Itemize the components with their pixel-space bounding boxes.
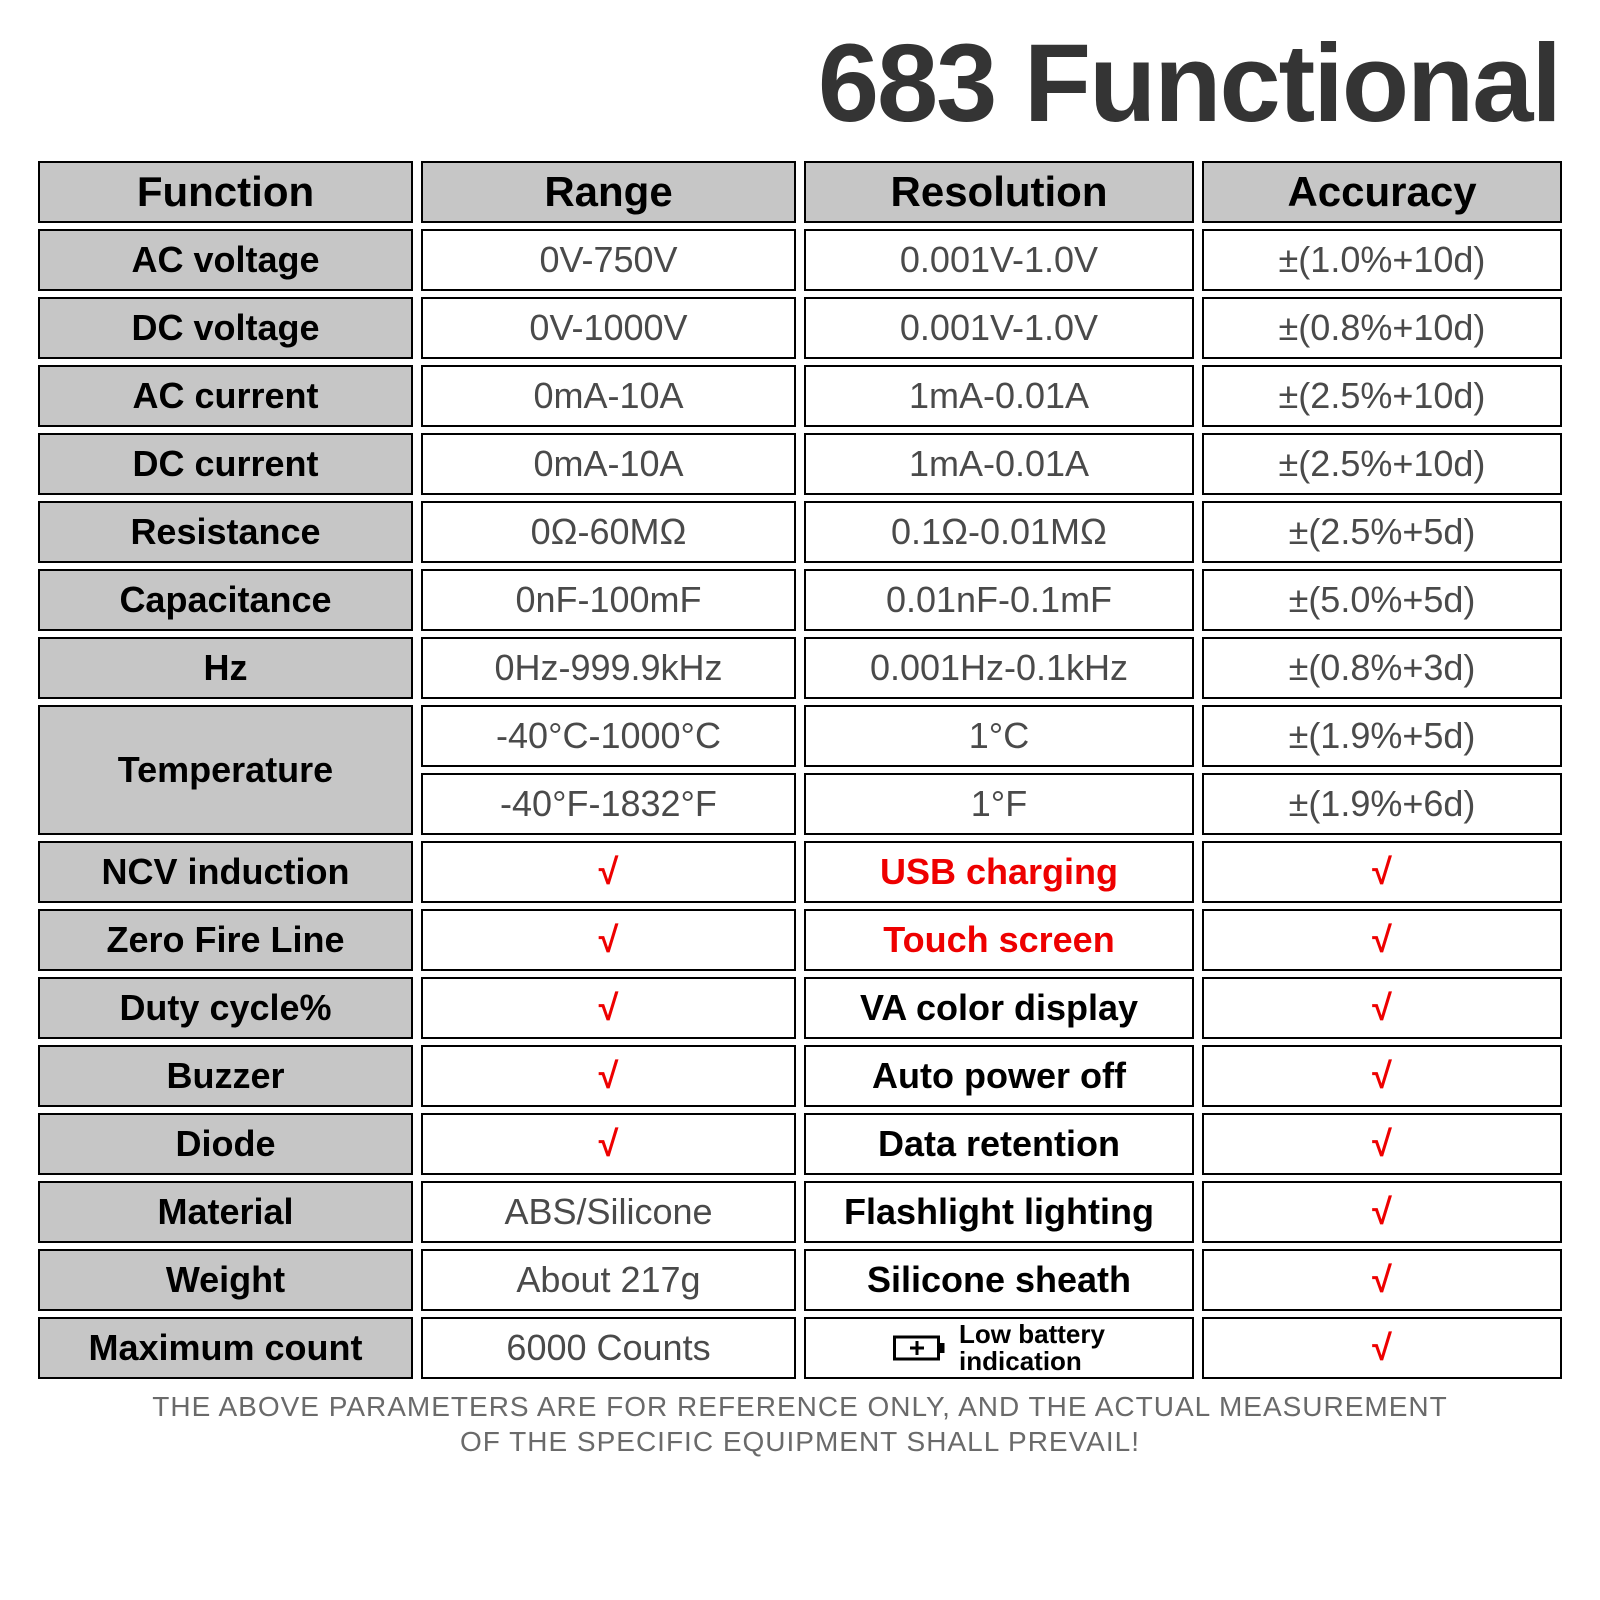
- feature-col4: √: [1202, 1113, 1562, 1175]
- feature-col3: Silicone sheath: [804, 1249, 1194, 1311]
- col-header-resolution: Resolution: [804, 161, 1194, 223]
- feature-label: NCV induction: [38, 841, 413, 903]
- table-row: Temperature-40°C-1000°C1°C±(1.9%+5d): [38, 705, 1562, 767]
- feature-col4: √: [1202, 1249, 1562, 1311]
- spec-accuracy: ±(2.5%+5d): [1202, 501, 1562, 563]
- spec-range: 0mA-10A: [421, 365, 796, 427]
- spec-label: Capacitance: [38, 569, 413, 631]
- table-row: MaterialABS/SiliconeFlashlight lighting√: [38, 1181, 1562, 1243]
- footer-note: THE ABOVE PARAMETERS ARE FOR REFERENCE O…: [30, 1389, 1570, 1459]
- spec-accuracy: ±(2.5%+10d): [1202, 365, 1562, 427]
- table-row: WeightAbout 217gSilicone sheath√: [38, 1249, 1562, 1311]
- spec-label: Hz: [38, 637, 413, 699]
- spec-accuracy: ±(5.0%+5d): [1202, 569, 1562, 631]
- spec-label-temperature: Temperature: [38, 705, 413, 835]
- feature-col4: √: [1202, 841, 1562, 903]
- feature-col4: √: [1202, 1045, 1562, 1107]
- feature-col4: √: [1202, 909, 1562, 971]
- feature-col3: Touch screen: [804, 909, 1194, 971]
- spec-accuracy: ±(0.8%+3d): [1202, 637, 1562, 699]
- feature-col2: √: [421, 841, 796, 903]
- spec-range: 0Ω-60MΩ: [421, 501, 796, 563]
- spec-label: AC voltage: [38, 229, 413, 291]
- feature-label: Diode: [38, 1113, 413, 1175]
- spec-resolution: 0.1Ω-0.01MΩ: [804, 501, 1194, 563]
- feature-label: Weight: [38, 1249, 413, 1311]
- table-row: Zero Fire Line√Touch screen√: [38, 909, 1562, 971]
- feature-label: Duty cycle%: [38, 977, 413, 1039]
- table-row: Hz0Hz-999.9kHz0.001Hz-0.1kHz±(0.8%+3d): [38, 637, 1562, 699]
- feature-label: Material: [38, 1181, 413, 1243]
- table-row: Duty cycle%√VA color display√: [38, 977, 1562, 1039]
- feature-low-battery: Low batteryindication: [804, 1317, 1194, 1379]
- feature-col3: USB charging: [804, 841, 1194, 903]
- feature-col3: VA color display: [804, 977, 1194, 1039]
- spec-label: Resistance: [38, 501, 413, 563]
- feature-col2: About 217g: [421, 1249, 796, 1311]
- page-title: 683 Functional: [30, 20, 1570, 147]
- feature-col3: Data retention: [804, 1113, 1194, 1175]
- table-row: Maximum count6000 Counts Low batteryindic…: [38, 1317, 1562, 1379]
- table-row: AC voltage0V-750V0.001V-1.0V±(1.0%+10d): [38, 229, 1562, 291]
- table-row: Capacitance0nF-100mF0.01nF-0.1mF±(5.0%+5…: [38, 569, 1562, 631]
- table-row: Diode√Data retention√: [38, 1113, 1562, 1175]
- footer-line-1: THE ABOVE PARAMETERS ARE FOR REFERENCE O…: [152, 1391, 1447, 1422]
- spec-resolution: 1mA-0.01A: [804, 433, 1194, 495]
- spec-resolution: 0.001V-1.0V: [804, 229, 1194, 291]
- feature-col4: √: [1202, 1317, 1562, 1379]
- spec-range: 0Hz-999.9kHz: [421, 637, 796, 699]
- spec-resolution: 1mA-0.01A: [804, 365, 1194, 427]
- spec-label: DC current: [38, 433, 413, 495]
- spec-range: 0mA-10A: [421, 433, 796, 495]
- spec-resolution: 1°C: [804, 705, 1194, 767]
- spec-resolution: 0.001V-1.0V: [804, 297, 1194, 359]
- table-row: DC voltage0V-1000V0.001V-1.0V±(0.8%+10d): [38, 297, 1562, 359]
- feature-col2: 6000 Counts: [421, 1317, 796, 1379]
- col-header-range: Range: [421, 161, 796, 223]
- spec-accuracy: ±(2.5%+10d): [1202, 433, 1562, 495]
- spec-range: 0nF-100mF: [421, 569, 796, 631]
- spec-resolution: 0.001Hz-0.1kHz: [804, 637, 1194, 699]
- feature-label: Buzzer: [38, 1045, 413, 1107]
- feature-col4: √: [1202, 1181, 1562, 1243]
- battery-icon: [893, 1333, 947, 1363]
- spec-accuracy: ±(1.9%+5d): [1202, 705, 1562, 767]
- spec-range: -40°F-1832°F: [421, 773, 796, 835]
- feature-col2: √: [421, 1045, 796, 1107]
- col-header-accuracy: Accuracy: [1202, 161, 1562, 223]
- feature-label: Maximum count: [38, 1317, 413, 1379]
- spec-accuracy: ±(0.8%+10d): [1202, 297, 1562, 359]
- spec-range: 0V-750V: [421, 229, 796, 291]
- feature-col2: √: [421, 977, 796, 1039]
- feature-col3: Auto power off: [804, 1045, 1194, 1107]
- table-row: AC current0mA-10A1mA-0.01A±(2.5%+10d): [38, 365, 1562, 427]
- table-row: DC current0mA-10A1mA-0.01A±(2.5%+10d): [38, 433, 1562, 495]
- col-header-function: Function: [38, 161, 413, 223]
- spec-table: Function Range Resolution Accuracy AC vo…: [30, 155, 1570, 1385]
- feature-col2: √: [421, 909, 796, 971]
- spec-label: DC voltage: [38, 297, 413, 359]
- feature-col3: Flashlight lighting: [804, 1181, 1194, 1243]
- feature-low-battery-text: Low batteryindication: [959, 1321, 1105, 1376]
- spec-resolution: 1°F: [804, 773, 1194, 835]
- spec-label: AC current: [38, 365, 413, 427]
- table-header-row: Function Range Resolution Accuracy: [38, 161, 1562, 223]
- feature-label: Zero Fire Line: [38, 909, 413, 971]
- spec-resolution: 0.01nF-0.1mF: [804, 569, 1194, 631]
- feature-col2: ABS/Silicone: [421, 1181, 796, 1243]
- feature-col2: √: [421, 1113, 796, 1175]
- table-row: Buzzer√Auto power off√: [38, 1045, 1562, 1107]
- spec-accuracy: ±(1.0%+10d): [1202, 229, 1562, 291]
- footer-line-2: OF THE SPECIFIC EQUIPMENT SHALL PREVAIL!: [460, 1426, 1140, 1457]
- spec-range: -40°C-1000°C: [421, 705, 796, 767]
- table-row: NCV induction√USB charging√: [38, 841, 1562, 903]
- feature-col4: √: [1202, 977, 1562, 1039]
- spec-accuracy: ±(1.9%+6d): [1202, 773, 1562, 835]
- table-row: Resistance0Ω-60MΩ0.1Ω-0.01MΩ±(2.5%+5d): [38, 501, 1562, 563]
- spec-range: 0V-1000V: [421, 297, 796, 359]
